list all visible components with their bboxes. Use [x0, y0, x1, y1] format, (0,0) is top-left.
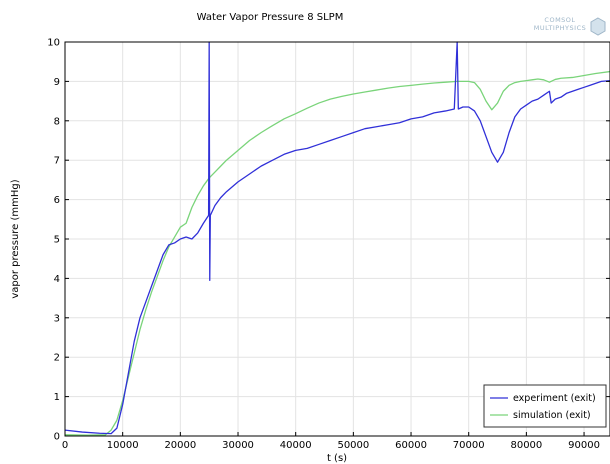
x-tick-label: 80000: [510, 440, 542, 451]
comsol-logo: COMSOL MULTIPHYSICS: [534, 16, 606, 36]
x-tick-label: 10000: [107, 440, 139, 451]
legend-label-simulation: simulation (exit): [513, 410, 591, 421]
y-tick-label: 7: [54, 156, 60, 167]
y-tick-label: 9: [54, 77, 60, 88]
x-tick-label: 30000: [222, 440, 254, 451]
series-line-experiment: [64, 41, 610, 435]
y-axis: 0 1 2 3 4 5 6 7 8 9 10: [47, 38, 610, 443]
series-line-simulation: [64, 70, 610, 436]
series-layer: [64, 41, 610, 436]
grid-lines: [64, 41, 610, 437]
x-tick-label: 40000: [280, 440, 312, 451]
y-tick-label: 3: [54, 313, 60, 324]
logo-line-1: COMSOL: [544, 16, 575, 24]
legend: experiment (exit) simulation (exit): [483, 384, 607, 428]
y-axis-title: vapor pressure (mmHg): [10, 179, 21, 298]
y-tick-label: 5: [54, 235, 60, 246]
x-tick-label: 20000: [164, 440, 196, 451]
logo-cube-icon: [590, 17, 606, 36]
y-tick-label: 8: [54, 116, 60, 127]
y-tick-label: 1: [54, 392, 60, 403]
x-axis: 0 10000 20000 30000 40000 50000 60000 70000 8000…: [62, 432, 600, 451]
x-tick-label: 50000: [337, 440, 369, 451]
x-tick-label: 60000: [395, 440, 427, 451]
x-tick-label: 70000: [453, 440, 485, 451]
y-tick-label: 4: [54, 274, 60, 285]
x-axis-title: t (s): [327, 453, 347, 464]
x-tick-label: 90000: [568, 440, 600, 451]
chart-title: Water Vapor Pressure 8 SLPM: [197, 12, 344, 23]
legend-label-experiment: experiment (exit): [513, 393, 596, 404]
y-tick-label: 2: [54, 353, 60, 364]
y-tick-label: 6: [54, 195, 60, 206]
legend-box: [483, 384, 607, 428]
logo-line-2: MULTIPHYSICS: [534, 24, 586, 32]
y-tick-label: 10: [47, 38, 60, 49]
x-tick-label: 0: [62, 440, 68, 451]
y-tick-label: 0: [54, 432, 60, 443]
